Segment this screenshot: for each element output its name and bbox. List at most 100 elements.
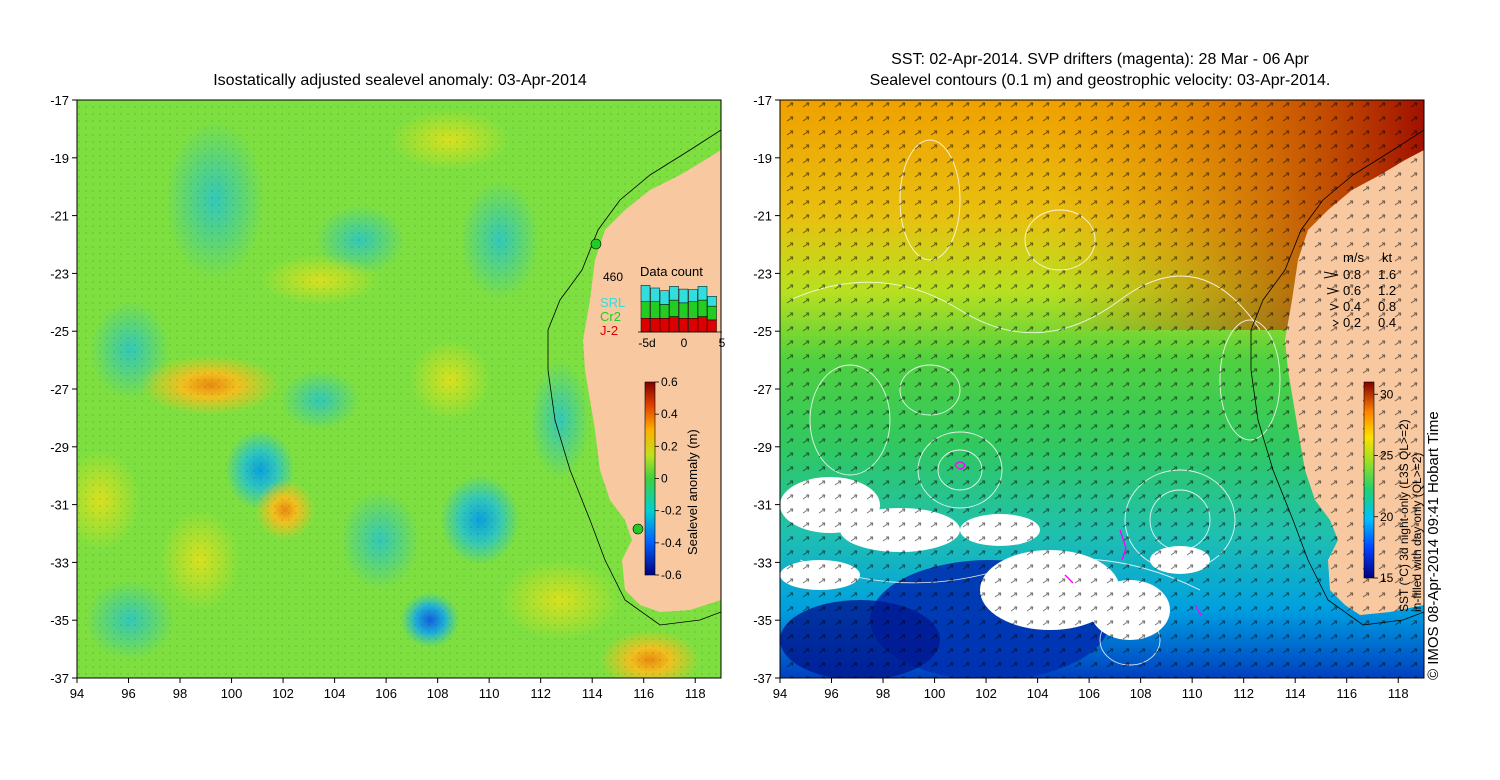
left-x-axis: 94 96 98 100 102 104 106 108 110 112 114 116 118 — [70, 678, 706, 701]
sst-colorbar-label-line2: in-filled with day-only (QL>=2) — [1410, 453, 1424, 612]
y-tick-label: -19 — [50, 151, 69, 166]
x-tick-label: 108 — [1130, 686, 1152, 701]
data-count-bar-cr2 — [697, 299, 708, 317]
y-tick-label: -27 — [50, 382, 69, 397]
data-count-bar-srl — [659, 290, 670, 305]
data-count-bar-srl — [669, 286, 679, 301]
data-count-bar-srl — [707, 296, 717, 307]
y-tick-label: -25 — [50, 324, 69, 339]
data-count-bar-cr2 — [640, 301, 651, 319]
shelf-contour-right — [1250, 129, 1424, 626]
data-count-x-tick: 0 — [681, 336, 688, 350]
data-count-bar-srl — [678, 288, 689, 304]
data-count-bar-srl — [688, 289, 698, 302]
data-count-bar-srl — [640, 285, 651, 302]
y-tick-label: -17 — [50, 93, 69, 108]
x-tick-label: 102 — [272, 686, 294, 701]
data-count-legend-j-2: J-2 — [600, 323, 618, 338]
velocity-legend-rows: 0.8 1.60.6 1.20.4 0.80.2 0.4 — [1323, 267, 1396, 330]
x-tick-label: 106 — [1078, 686, 1100, 701]
data-count-x-axis: -5d 0 5 — [638, 336, 725, 350]
x-tick-label: 112 — [530, 686, 551, 701]
x-tick-label: 116 — [633, 686, 654, 701]
sst-colorbar-tick: 25 — [1380, 449, 1394, 463]
data-count-bar-cr2 — [678, 302, 689, 319]
x-tick-label: 114 — [1285, 686, 1306, 701]
data-count-bar-srl — [650, 287, 660, 302]
data-count-bar-cr2 — [707, 305, 717, 321]
data-count-bar-j2 — [678, 318, 689, 333]
geostrophic-velocity-arrows — [780, 100, 1424, 678]
velocity-legend-ms: 0.2 — [1343, 315, 1361, 330]
y-tick-label: -21 — [50, 209, 69, 224]
y-tick-label: -25 — [753, 324, 772, 339]
x-tick-label: 96 — [824, 686, 838, 701]
velocity-legend-ms-header: m/s — [1343, 250, 1364, 265]
data-count-bars — [640, 285, 717, 333]
australia-land — [583, 100, 721, 612]
y-tick-label: -35 — [753, 613, 772, 628]
y-tick-label: -29 — [50, 440, 69, 455]
x-tick-label: 94 — [70, 686, 84, 701]
velocity-legend-arrow — [1329, 303, 1340, 311]
sla-colorbar-tick: -0.2 — [661, 504, 682, 518]
right-x-axis: 94 96 98 100 102 104 106 108 110 112 114 116 118 — [773, 678, 1409, 701]
sla-colorbar-tick: -0.6 — [661, 568, 682, 582]
sla-colorbar-tick: -0.4 — [661, 536, 682, 550]
station-marker-north — [590, 238, 602, 250]
sst-colorbar-tick: 15 — [1380, 571, 1394, 585]
sst-colorbar-ticks: 30 25 20 15 — [1374, 387, 1394, 585]
y-tick-label: -19 — [753, 151, 772, 166]
y-tick-label: -23 — [753, 266, 772, 281]
sst-colorbar-tick: 20 — [1380, 510, 1394, 524]
x-tick-label: 118 — [1388, 686, 1409, 701]
y-tick-label: -23 — [50, 266, 69, 281]
velocity-legend-arrow — [1326, 287, 1340, 295]
x-tick-label: 96 — [121, 686, 135, 701]
data-count-bar-j2 — [659, 318, 670, 333]
sla-colorbar-tick: 0 — [661, 472, 668, 486]
data-count-bar-j2 — [640, 318, 651, 333]
y-tick-label: -33 — [753, 555, 772, 570]
sst-colorbar: 30 25 20 15 SST (°C) 3d night-only (L3S QL>… — [1363, 381, 1424, 612]
data-count-bar-cr2 — [688, 301, 698, 319]
x-tick-label: 118 — [685, 686, 706, 701]
x-tick-label: 104 — [324, 686, 346, 701]
velocity-legend-ms: 0.8 — [1343, 267, 1361, 282]
station-marker-south — [632, 523, 644, 535]
imos-credit: © IMOS 08-Apr-2014 09:41 Hobart Time — [1425, 411, 1442, 680]
data-count-bar-j2 — [697, 316, 708, 333]
right-panel-title-line1: SST: 02-Apr-2014. SVP drifters (magenta)… — [891, 51, 1309, 68]
data-count-legend-srl: SRL — [600, 295, 625, 310]
velocity-legend-arrow — [1332, 319, 1339, 327]
sla-colorbar-tick: 0.6 — [661, 375, 678, 389]
sla-colorbar: 0.6 0.4 0.2 0 -0.2 -0.4 -0.6 Sealevel anomaly … — [644, 375, 700, 582]
y-tick-label: -31 — [753, 498, 772, 513]
x-tick-label: 110 — [1182, 686, 1203, 701]
data-count-bar-srl — [697, 286, 708, 301]
data-count-title: Data count — [640, 264, 703, 279]
shelf-contour — [547, 129, 721, 626]
velocity-legend: m/s kt 0.8 1.60.6 1.20.4 0.80.2 0.4 — [1323, 250, 1396, 330]
right-map — [780, 100, 1424, 678]
y-tick-label: -37 — [50, 671, 69, 686]
y-tick-label: -37 — [753, 671, 772, 686]
x-tick-label: 106 — [375, 686, 397, 701]
data-count-bar-j2 — [650, 318, 660, 333]
x-tick-label: 110 — [479, 686, 500, 701]
data-count-legend-cr2: Cr2 — [600, 309, 621, 324]
velocity-legend-arrow — [1323, 271, 1339, 279]
y-tick-label: -35 — [50, 613, 69, 628]
sla-colorbar-label: Sealevel anomaly (m) — [685, 429, 700, 555]
y-tick-label: -21 — [753, 209, 772, 224]
x-tick-label: 98 — [173, 686, 187, 701]
sst-colorbar-label-line1: SST (°C) 3d night-only (L3S QL>=2) — [1397, 419, 1411, 612]
velocity-legend-kt-header: kt — [1382, 250, 1393, 265]
left-panel-title: Isostatically adjusted sealevel anomaly:… — [213, 72, 587, 89]
data-count-max: 460 — [603, 270, 623, 284]
data-count-x-tick: -5d — [638, 336, 655, 350]
velocity-legend-kt: 0.4 — [1378, 315, 1396, 330]
